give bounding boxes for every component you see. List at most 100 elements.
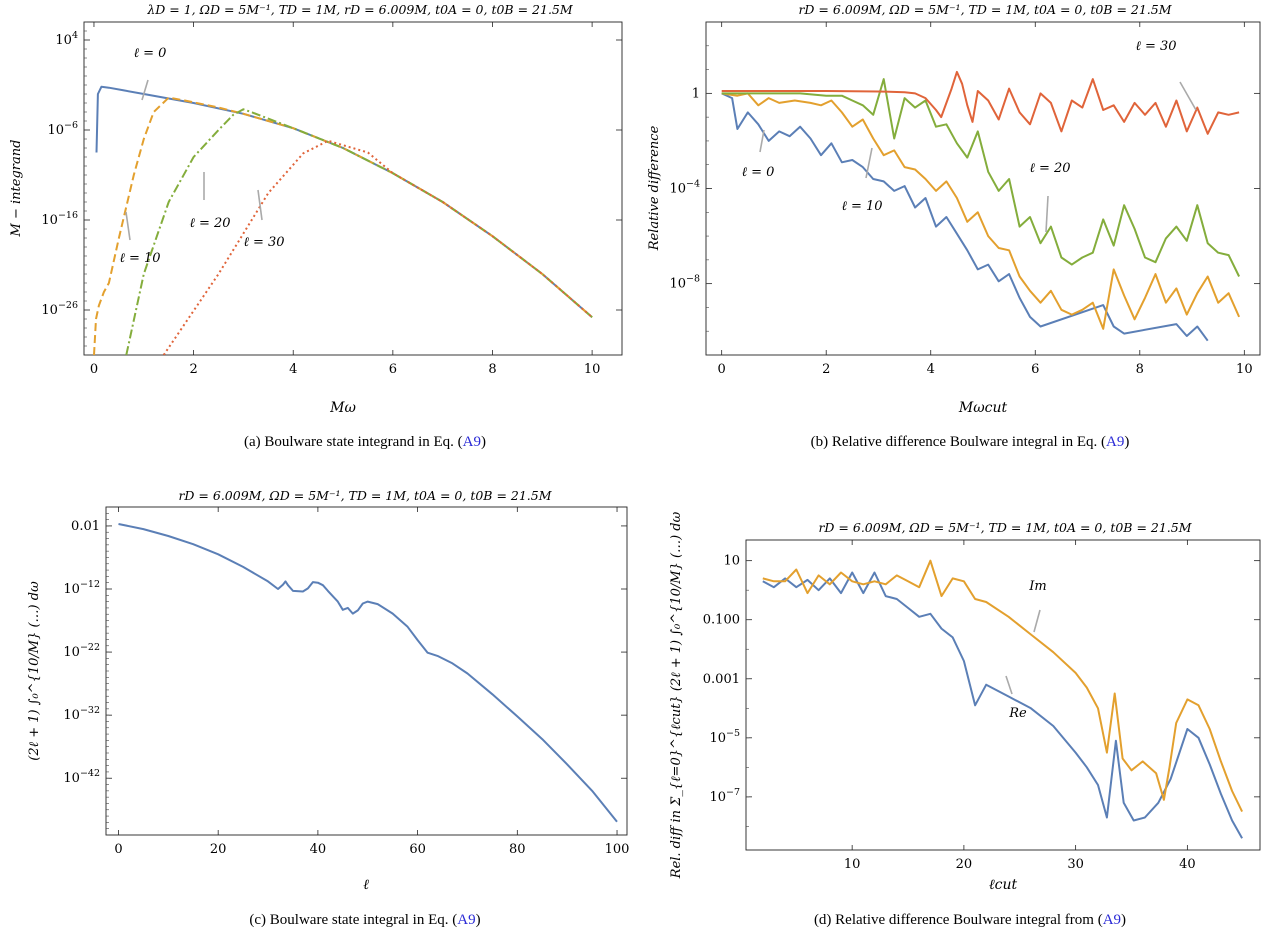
series-line-a-2 (125, 108, 593, 355)
y-tick-label-a: 104 (55, 30, 78, 48)
series-label-a: ℓ = 0 (134, 46, 167, 61)
series-label-a: ℓ = 20 (189, 216, 230, 231)
x-tick-label-a: 10 (584, 362, 601, 377)
label-leader-d (1005, 675, 1013, 695)
label-leader-a (257, 189, 263, 221)
y-tick-label-d: 10 (723, 554, 740, 569)
y-tick-label-d: 0.100 (703, 613, 740, 628)
chart-panel-a: 0 2 4 6 8 10 104 10−6 10−16 10−26 Mω M − integrand ℓ… (9, 21, 623, 416)
caption-a-ref[interactable]: A9 (462, 434, 481, 450)
y-tick-label-c: 10−22 (63, 642, 100, 660)
label-leader-b (865, 147, 873, 179)
x-axis-label-c: ℓ (363, 877, 369, 893)
y-tick-label-a: 10−16 (41, 210, 78, 228)
x-tick-label-b: 0 (718, 362, 726, 377)
series-label-d: Re (1008, 706, 1027, 721)
label-leader-b (1045, 195, 1049, 233)
plot-frame-d (745, 539, 1261, 851)
x-axis-label-b: Mωcut (958, 400, 1008, 416)
y-tick-label-c: 0.01 (71, 519, 100, 534)
x-tick-label-d: 20 (956, 857, 973, 872)
y-axis-label-c: (2ℓ + 1) ∫₀^{10/M} (…) dω (27, 581, 42, 761)
caption-b-ref[interactable]: A9 (1106, 434, 1125, 450)
y-tick-label-b: 1 (692, 86, 700, 101)
x-axis-label-a: Mω (329, 400, 356, 416)
y-tick-label-c: 10−32 (63, 705, 100, 723)
caption-b-text: (b) Relative difference Boulware integra… (810, 434, 1107, 450)
panel-c-title: rD = 6.009M, ΩD = 5M⁻¹, TD = 1M, t0A = 0… (178, 488, 552, 503)
y-tick-label-d: 10−7 (709, 787, 740, 805)
x-tick-label-d: 30 (1067, 857, 1084, 872)
caption-d-text: (d) Relative difference Boulware integra… (813, 912, 1103, 928)
caption-a: (a) Boulware state integrand in Eq. (A9) (100, 434, 630, 451)
series-label-b: ℓ = 0 (742, 165, 775, 180)
caption-b: (b) Relative difference Boulware integra… (690, 434, 1250, 451)
y-tick-label-c: 10−42 (63, 768, 100, 786)
chart-panel-b: 0 2 4 6 8 10 1 10−4 10−8 Mωcut Relative difference… (647, 21, 1261, 416)
series-line-a-0 (95, 85, 593, 318)
x-axis-label-d: ℓcut (989, 877, 1018, 893)
x-tick-label-a: 2 (189, 362, 197, 377)
label-leader-b (1179, 81, 1197, 111)
plot-frame-c (105, 506, 628, 836)
x-tick-label-b: 8 (1136, 362, 1144, 377)
caption-c: (c) Boulware state integral in Eq. (A9) (100, 912, 630, 929)
series-line-a-3 (162, 139, 593, 355)
x-tick-label-c: 20 (210, 842, 227, 857)
x-tick-label-d: 10 (844, 857, 861, 872)
x-tick-label-b: 2 (822, 362, 830, 377)
y-tick-label-b: 10−4 (669, 179, 700, 197)
x-tick-label-c: 40 (310, 842, 327, 857)
y-tick-label-b: 10−8 (669, 274, 700, 292)
series-label-a: ℓ = 30 (243, 235, 284, 250)
y-tick-label-a: 10−6 (47, 120, 78, 138)
label-leader-a (125, 211, 131, 241)
chart-panel-d: 10 20 30 40 10 0.100 0.001 10−5 10−7 ℓcut Rel. dif… (669, 511, 1261, 893)
x-tick-label-c: 0 (114, 842, 122, 857)
x-tick-label-b: 4 (927, 362, 935, 377)
x-tick-label-d: 40 (1179, 857, 1196, 872)
x-tick-label-a: 6 (389, 362, 397, 377)
caption-c-end: ) (475, 912, 481, 928)
y-axis-label-d: Rel. diff in Σ_{ℓ=0}^{ℓcut} (2ℓ + 1) ∫₀^… (669, 511, 684, 879)
x-tick-label-b: 6 (1031, 362, 1039, 377)
x-tick-label-c: 80 (509, 842, 526, 857)
x-tick-label-a: 4 (289, 362, 297, 377)
label-leader-d (1033, 609, 1041, 633)
series-label-b: ℓ = 30 (1135, 39, 1176, 54)
x-tick-label-b: 10 (1236, 362, 1253, 377)
y-axis-label-a: M − integrand (9, 140, 24, 238)
panel-d-title: rD = 6.009M, ΩD = 5M⁻¹, TD = 1M, t0A = 0… (818, 520, 1192, 535)
y-tick-label-a: 10−26 (41, 300, 78, 318)
chart-panel-c: 0 20 40 60 80 100 0.01 10−12 10−22 10−32 10−42 ℓ (2ℓ… (27, 506, 630, 893)
series-line-b-2 (721, 78, 1240, 277)
series-label-d: Im (1028, 579, 1046, 594)
series-line-b-3 (721, 70, 1240, 135)
series-line-b-0 (721, 92, 1209, 342)
panel-a-title: λD = 1, ΩD = 5M⁻¹, TD = 1M, rD = 6.009M,… (147, 2, 573, 17)
caption-c-ref[interactable]: A9 (457, 912, 476, 928)
caption-d-ref[interactable]: A9 (1102, 912, 1122, 928)
caption-a-text: (a) Boulware state integrand in Eq. ( (243, 434, 463, 450)
series-line-b-1 (721, 92, 1241, 330)
y-tick-label-d: 10−5 (709, 728, 740, 746)
caption-d-end: ) (1121, 912, 1127, 928)
y-tick-label-d: 0.001 (703, 672, 740, 687)
caption-d: (d) Relative difference Boulware integra… (690, 912, 1250, 929)
y-tick-label-c: 10−12 (63, 579, 100, 597)
caption-c-text: (c) Boulware state integral in Eq. ( (249, 912, 458, 928)
caption-a-end: ) (481, 434, 486, 450)
series-label-b: ℓ = 10 (841, 199, 882, 214)
plot-frame-a (83, 21, 623, 356)
panel-b-title: rD = 6.009M, ΩD = 5M⁻¹, TD = 1M, t0A = 0… (798, 2, 1172, 17)
series-line-d-1 (762, 559, 1243, 813)
label-leader-b (759, 129, 765, 153)
x-tick-label-c: 100 (605, 842, 630, 857)
series-label-b: ℓ = 20 (1029, 161, 1070, 176)
x-tick-label-c: 60 (409, 842, 426, 857)
plot-frame-b (705, 21, 1261, 356)
label-leader-a (141, 79, 149, 101)
y-axis-label-b: Relative difference (647, 125, 662, 251)
series-line-c-0 (118, 523, 618, 823)
